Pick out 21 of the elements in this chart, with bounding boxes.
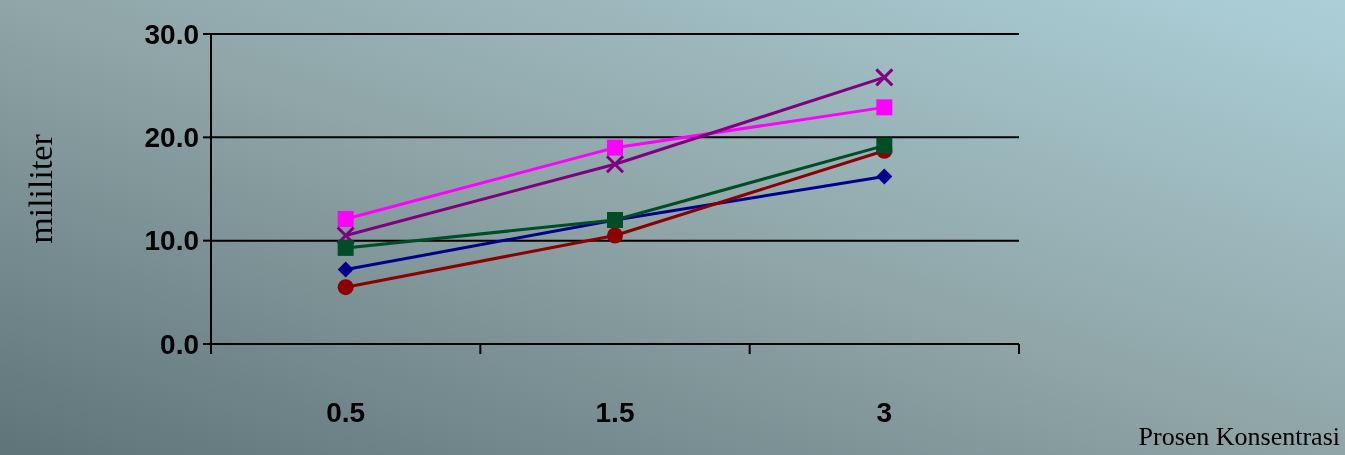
point <box>337 279 354 296</box>
point <box>337 210 354 227</box>
point <box>605 154 625 174</box>
point <box>876 137 893 154</box>
point <box>337 239 354 256</box>
y-tick-label: 10.0 <box>144 225 199 257</box>
y-tick-label: 0.0 <box>160 328 199 360</box>
point <box>337 261 354 278</box>
point <box>876 168 893 185</box>
x-tick-label: 0.5 <box>326 397 366 428</box>
point <box>874 67 894 87</box>
x-tick-label: 1.5 <box>595 397 635 428</box>
point <box>607 227 623 244</box>
x-axis-title: Prosen Konsentrasi <box>1138 422 1340 451</box>
point <box>336 226 356 245</box>
y-tick-label: 20.0 <box>144 122 199 154</box>
point <box>876 99 893 116</box>
y-tick-label: 30.0 <box>144 18 199 50</box>
x-tick-label: 3 <box>876 397 893 428</box>
y-axis-title: mililiter <box>22 133 59 244</box>
point <box>607 139 623 156</box>
